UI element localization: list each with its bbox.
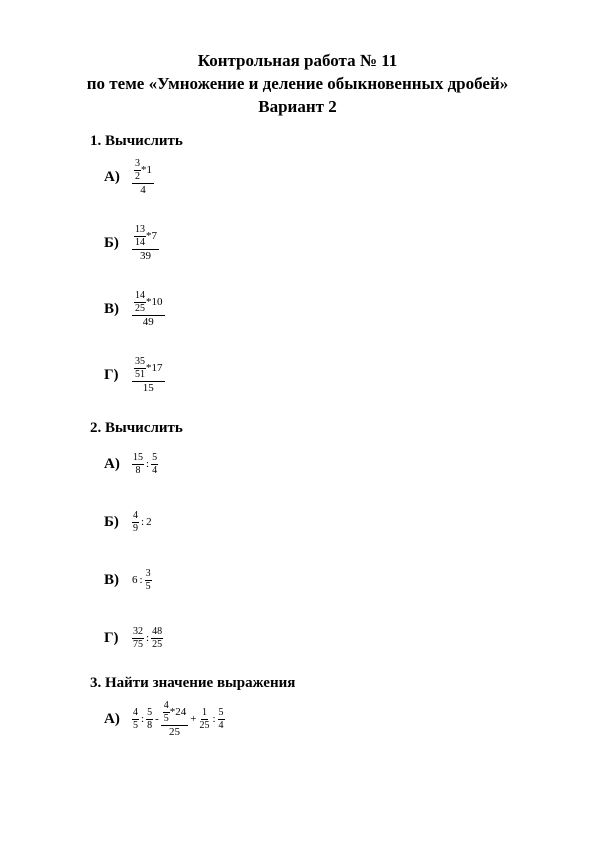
problem-2d: Г) 3275 : 4825 — [104, 617, 525, 661]
document-title: Контрольная работа № 11 по теме «Умножен… — [70, 50, 525, 119]
expr-2c: 6 : 35 — [132, 569, 152, 592]
problem-2c: В) 6 : 35 — [104, 559, 525, 603]
label-1d: Г) — [104, 367, 132, 384]
label-2c: В) — [104, 572, 132, 589]
expr-1b: 1314 * 7 39 — [132, 225, 159, 262]
title-line3: Вариант 2 — [258, 97, 336, 116]
title-line1: Контрольная работа № 11 — [198, 51, 398, 70]
title-line2: по теме «Умножение и деление обыкновенны… — [87, 74, 509, 93]
problem-1d: Г) 3551 * 17 15 — [104, 354, 525, 398]
section-3-header: 3. Найти значение выражения — [90, 675, 525, 692]
problem-2a: А) 158 : 54 — [104, 443, 525, 487]
label-1c: В) — [104, 301, 132, 318]
expr-1d: 3551 * 17 15 — [132, 357, 165, 394]
expr-2b: 49 : 2 — [132, 511, 152, 534]
expr-2a: 158 : 54 — [132, 453, 158, 476]
expr-1a: 32 * 1 4 — [132, 159, 154, 196]
problem-1b: Б) 1314 * 7 39 — [104, 222, 525, 266]
problem-1a: А) 32 * 1 4 — [104, 156, 525, 200]
section-1-header: 1. Вычислить — [90, 133, 525, 150]
expr-3a: 45 : 58 - 45 * 24 25 + 125 : 54 — [132, 701, 225, 738]
label-3a: А) — [104, 711, 132, 728]
expr-1c: 1425 * 10 49 — [132, 291, 165, 328]
label-1b: Б) — [104, 235, 132, 252]
label-2d: Г) — [104, 630, 132, 647]
label-1a: А) — [104, 169, 132, 186]
page: Контрольная работа № 11 по теме «Умножен… — [0, 0, 595, 784]
problem-3a: А) 45 : 58 - 45 * 24 25 + 125 : 54 — [104, 698, 525, 742]
label-2a: А) — [104, 456, 132, 473]
problem-2b: Б) 49 : 2 — [104, 501, 525, 545]
problem-1c: В) 1425 * 10 49 — [104, 288, 525, 332]
label-2b: Б) — [104, 514, 132, 531]
expr-2d: 3275 : 4825 — [132, 627, 163, 650]
section-2-header: 2. Вычислить — [90, 420, 525, 437]
